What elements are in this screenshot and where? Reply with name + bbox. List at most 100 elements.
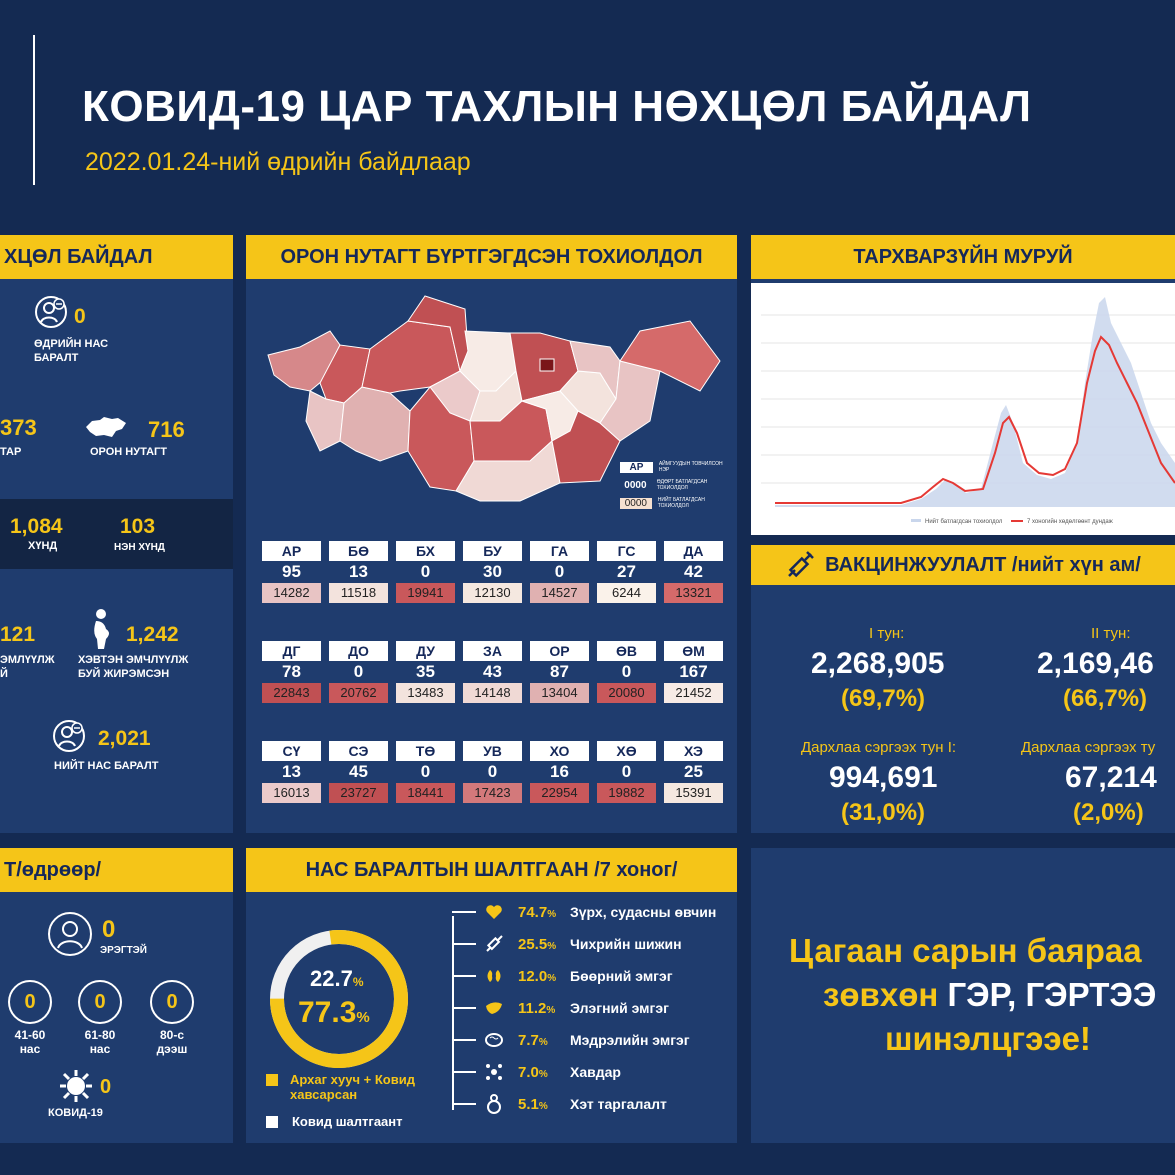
booster1-label: Дархлаа сэргээх тун I: <box>801 739 957 756</box>
region-total-count: 22843 <box>262 683 321 703</box>
region-day-count: 167 <box>679 662 708 681</box>
region-total-count: 14527 <box>530 583 589 603</box>
daily-deaths-panel: Т/өдрөөр/ 0 ЭРЭГТЭЙ 0 41-60 нас 0 61-80 … <box>0 848 233 1143</box>
region-code: БӨ <box>329 541 388 561</box>
cause-label: Чихрийн шижин <box>570 936 682 952</box>
curve-panel: ТАРХВАРЗҮЙН МУРУЙ Нийт батлагдсан тохиол… <box>751 235 1175 535</box>
region-total-count: 13483 <box>396 683 455 703</box>
hosp-value: 121 <box>0 623 36 646</box>
legend-covid-swatch <box>266 1116 278 1128</box>
region-cell: ӨМ 167 21452 <box>664 641 723 703</box>
region-code: ГА <box>530 541 589 561</box>
region-day-count: 42 <box>684 562 703 581</box>
situation-panel: ХЦӨЛ БАЙДАЛ 0 ӨДРИЙН НАС БАРАЛТ 373 ТАР … <box>0 235 233 833</box>
region-day-count: 13 <box>349 562 368 581</box>
donut-big-value: 77.3% <box>298 996 370 1030</box>
cause-pct-value: 7.0 <box>518 1063 539 1081</box>
region-code: ӨВ <box>597 641 656 661</box>
legend-chronic-label: Архаг хууч + Ковид хавсарсан <box>290 1072 415 1102</box>
region-total-count: 23727 <box>329 783 388 803</box>
region-code: ХЭ <box>664 741 723 761</box>
legend-total-desc: НИЙТ БАТЛАГДСАН ТОХИОЛДОЛ <box>657 497 705 509</box>
cause-pct-sign: % <box>547 972 557 984</box>
legend-day-box: 0000 <box>624 479 647 491</box>
region-day-count: 87 <box>550 662 569 681</box>
cause-label: Элэгний эмгэг <box>570 1000 669 1016</box>
region-cell: БУ 30 12130 <box>463 541 522 603</box>
dose2-pct: (66,7%) <box>1063 685 1148 712</box>
pregnant-icon <box>86 607 116 651</box>
cause-pct-sign: % <box>546 1004 556 1016</box>
region-cell: БӨ 13 11518 <box>329 541 388 603</box>
severe-value: 1,084 <box>10 515 63 538</box>
liver-icon <box>486 1002 502 1014</box>
region-code: ОР <box>530 641 589 661</box>
mongolia-icon <box>84 415 128 439</box>
age-80-plus-circle: 0 <box>150 980 194 1024</box>
vaccine-header-text: ВАКЦИНЖУУЛАЛТ /нийт хүн ам/ <box>825 554 1141 576</box>
cause-pct: 5.1% <box>518 1096 570 1113</box>
region-cell: ДУ 35 13483 <box>396 641 455 703</box>
curve-moving-average <box>775 335 1175 504</box>
dose1-pct: (69,7%) <box>841 685 926 712</box>
male-value: 0 <box>102 916 116 943</box>
local-value: 716 <box>148 417 185 442</box>
region-total-count: 14282 <box>262 583 321 603</box>
age1-label: 41-60 нас <box>14 1028 46 1056</box>
male-person-icon <box>48 912 92 956</box>
message-panel: Цагаан сарын баяраа зөвхөн ГЭР, ГЭРТЭЭ ш… <box>751 848 1175 1143</box>
dose2-label: II тун: <box>1091 625 1131 642</box>
cause-item: 11.2% Элэгний эмгэг <box>452 998 737 1018</box>
city-label: ТАР <box>0 446 22 458</box>
cause-pct: 12.0% <box>518 968 570 985</box>
pregnant-label: ХЭВТЭН ЭМЧЛҮҮЛЖ БУЙ ЖИРЭМСЭН <box>78 654 189 680</box>
cause-connector <box>452 975 476 977</box>
region-total-count: 22954 <box>530 783 589 803</box>
brain-icon <box>485 1033 503 1047</box>
total-deaths-label: НИЙТ НАС БАРАЛТ <box>54 760 159 772</box>
cause-pct-sign: % <box>538 1068 548 1080</box>
region-code: ЗА <box>463 641 522 661</box>
donut-big-number: 77.3 <box>298 996 357 1029</box>
cause-item: 5.1% Хэт таргалалт <box>452 1094 737 1114</box>
donut-big-pct: % <box>356 1009 370 1026</box>
legend-chronic-swatch <box>266 1074 278 1086</box>
region-total-count: 17423 <box>463 783 522 803</box>
covid-value: 0 <box>100 1076 112 1098</box>
age2-value: 0 <box>94 990 106 1013</box>
city-value: 373 <box>0 415 37 440</box>
donut-small-pct: % <box>352 975 364 989</box>
region-total-count: 19882 <box>597 783 656 803</box>
region-total-count: 21452 <box>664 683 723 703</box>
cause-pct-sign: % <box>538 1100 548 1112</box>
cause-pct: 11.2% <box>518 1000 570 1017</box>
cause-item: 7.0% Хавдар <box>452 1062 737 1082</box>
curve-legend-bars: Нийт батлагдсан тохиолдол <box>925 518 1003 525</box>
syringe-header-icon <box>788 551 815 578</box>
region-day-count: 0 <box>621 662 632 681</box>
region-day-count: 78 <box>282 662 301 681</box>
kidney-icon <box>487 970 501 982</box>
cancer-icon <box>486 1064 502 1080</box>
region-total-count: 12130 <box>463 583 522 603</box>
region-cell: ДГ 78 22843 <box>262 641 321 703</box>
male-label: ЭРЭГТЭЙ <box>100 945 147 956</box>
syringe-icon <box>486 935 503 952</box>
region-cell: ДО 0 20762 <box>329 641 388 703</box>
region-cell: ГА 0 14527 <box>530 541 589 603</box>
vaccine-panel: ВАКЦИНЖУУЛАЛТ /нийт хүн ам/ I тун: 2,268… <box>751 545 1175 833</box>
legend-day-desc: ӨДӨРТ БАТЛАГДСАН ТОХИОЛДОЛ <box>656 479 708 491</box>
cause-item: 74.7% Зүрх, судасны өвчин <box>452 902 737 922</box>
region-total-count: 6244 <box>597 583 656 603</box>
region-day-count: 16 <box>550 762 569 781</box>
booster2-pct: (2,0%) <box>1073 799 1144 826</box>
region-code: ХО <box>530 741 589 761</box>
person-minus-icon <box>34 295 68 329</box>
region-cell: СҮ 13 16013 <box>262 741 321 803</box>
curve-divider <box>751 279 1175 283</box>
region-day-count: 27 <box>617 562 636 581</box>
total-deaths-icon <box>52 719 86 753</box>
region-total-count: 13321 <box>664 583 723 603</box>
age-61-80-circle: 0 <box>78 980 122 1024</box>
message-line1: Цагаан сарын баяраа <box>789 932 1142 969</box>
